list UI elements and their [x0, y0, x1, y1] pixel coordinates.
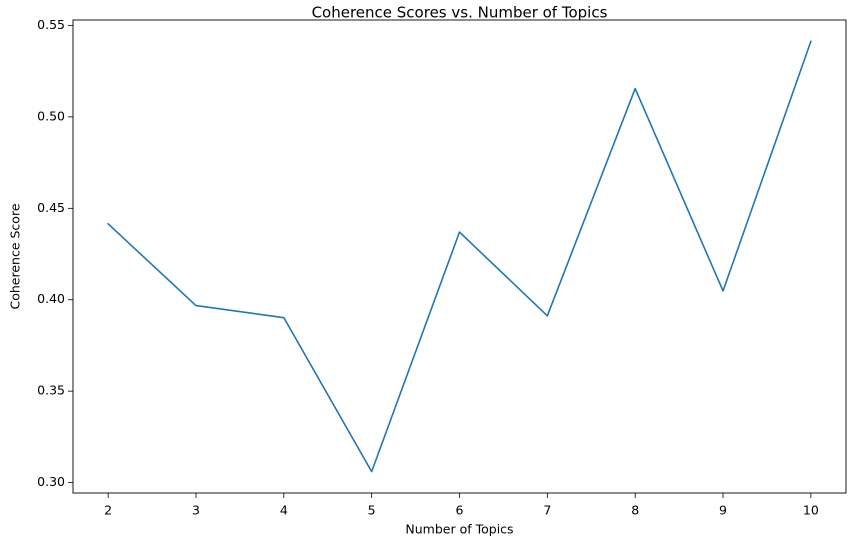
- x-tick-label: 3: [192, 503, 200, 518]
- y-tick-label: 0.45: [37, 200, 65, 215]
- y-tick-label: 0.35: [37, 383, 65, 398]
- x-tick-label: 8: [631, 503, 639, 518]
- x-tick-label: 6: [456, 503, 464, 518]
- plot-area: [73, 20, 846, 493]
- y-tick-label: 0.30: [37, 474, 65, 489]
- y-tick-label: 0.55: [37, 17, 65, 32]
- x-tick-label: 9: [719, 503, 727, 518]
- x-tick-label: 10: [803, 503, 819, 518]
- x-axis-title: Number of Topics: [405, 522, 513, 537]
- x-tick-label: 4: [280, 503, 288, 518]
- chart-title: Coherence Scores vs. Number of Topics: [312, 4, 608, 22]
- y-tick-label: 0.40: [37, 291, 65, 306]
- y-tick-label: 0.50: [37, 108, 65, 123]
- x-tick-label: 7: [543, 503, 551, 518]
- y-axis-title: Coherence Score: [8, 203, 23, 309]
- x-tick-label: 2: [104, 503, 112, 518]
- x-tick-label: 5: [368, 503, 376, 518]
